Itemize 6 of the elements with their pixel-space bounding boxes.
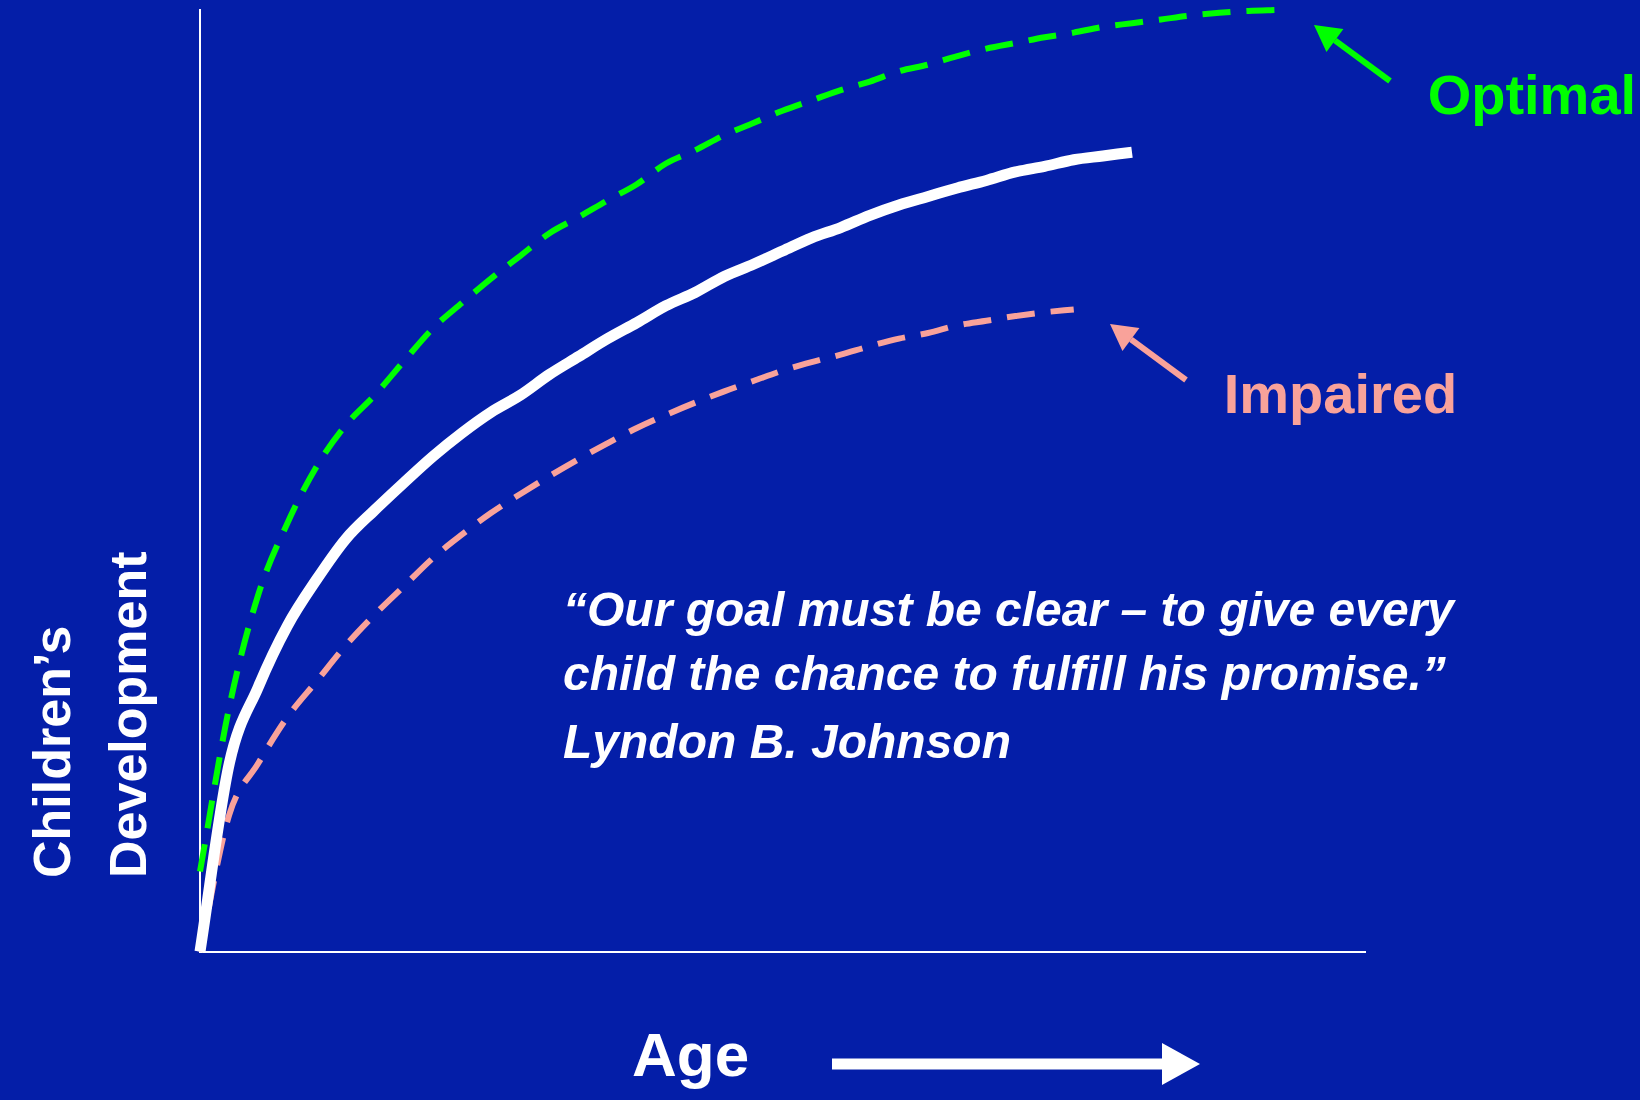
annotation: “Our goal must be clear – to give every child the chance to fulfill his promise.” xyxy=(563,582,1457,702)
y-axis-title: Children’s Development xyxy=(22,550,158,878)
x-axis-title: Age xyxy=(632,1020,750,1089)
legend-label: Impaired xyxy=(1223,362,1458,427)
annotation: Lyndon B. Johnson xyxy=(563,714,1012,770)
legend-label: Optimal xyxy=(1427,63,1637,127)
